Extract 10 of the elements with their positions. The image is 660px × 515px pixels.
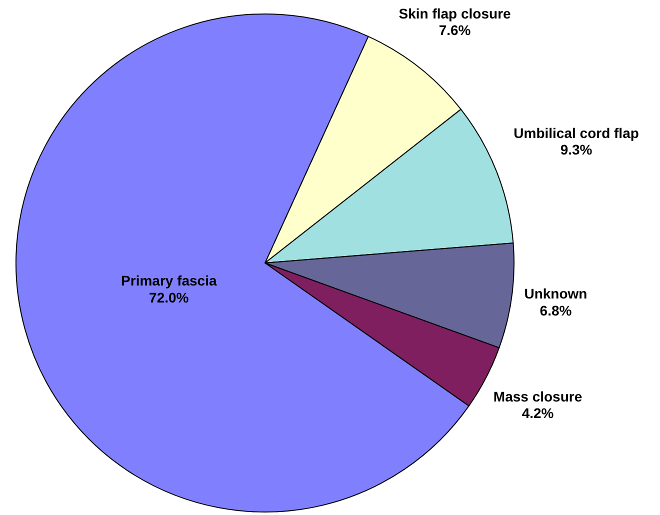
data-label: 9.3% [560, 142, 593, 158]
slice-label: Mass closure [493, 388, 582, 404]
slice-label: Skin flap closure [398, 5, 512, 22]
data-label: 7.6% [438, 22, 472, 38]
data-label: 6.8% [540, 302, 572, 318]
data-label: 4.2% [522, 405, 554, 422]
slice-label: Umbilical cord flap [514, 124, 639, 141]
slice-label: Unknown [524, 286, 588, 302]
data-label: 72.0% [149, 289, 190, 306]
slice-label: Primary fascia [121, 272, 217, 289]
